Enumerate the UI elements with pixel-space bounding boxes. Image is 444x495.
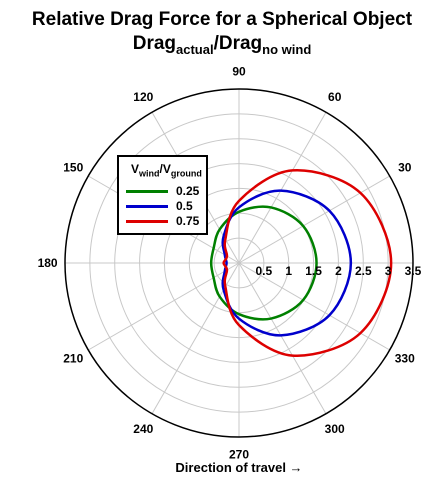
radius-label-3.5: 3.5 (405, 264, 422, 278)
spoke-330 (238, 262, 390, 351)
legend-title: Vwind/Vground (131, 162, 202, 178)
grid-ring-3 (89, 113, 389, 413)
angle-label-300: 300 (325, 422, 345, 436)
grid-ring-0.5 (213, 237, 265, 289)
spoke-60 (238, 112, 327, 264)
subtitle-sub-actual: actual (176, 41, 214, 57)
legend-swatch-0.75 (126, 220, 168, 223)
legend-label-0.5: 0.5 (176, 199, 193, 213)
subtitle-sub-no-wind: no wind (262, 41, 312, 57)
legend-swatch-0.25 (126, 190, 168, 193)
angle-label-60: 60 (328, 90, 342, 104)
x-axis-caption: Direction of travel → (175, 460, 303, 475)
legend-swatch-0.5 (126, 205, 168, 208)
angle-label-90: 90 (232, 65, 246, 79)
angle-label-240: 240 (133, 422, 153, 436)
legend: Vwind/Vground 0.25 0.5 0.75 (117, 155, 208, 235)
subtitle-separator: /Drag (213, 33, 263, 54)
chart-subtitle: Dragactual/Dragno wind (0, 33, 444, 57)
angle-label-180: 180 (38, 256, 58, 270)
legend-label-0.75: 0.75 (176, 214, 200, 228)
legend-title-sub-ground: ground (170, 168, 202, 179)
radius-label-2.5: 2.5 (355, 264, 372, 278)
radius-label-0.5: 0.5 (256, 264, 273, 278)
spoke-300 (238, 262, 327, 414)
series-layer (209, 169, 393, 357)
series-line-0.75 (222, 169, 393, 357)
legend-title-separator: /V (159, 162, 171, 176)
grid-ring-2.5 (114, 138, 364, 388)
angle-label-330: 330 (395, 352, 415, 366)
spoke-30 (238, 175, 390, 264)
angle-label-270: 270 (229, 447, 249, 461)
legend-title-main: V (131, 162, 140, 176)
angle-label-120: 120 (133, 90, 153, 104)
radius-label-3: 3 (385, 264, 392, 278)
outer-ring (64, 88, 414, 438)
angle-label-210: 210 (63, 352, 83, 366)
radius-label-1.5: 1.5 (305, 264, 322, 278)
angle-label-150: 150 (63, 160, 83, 174)
chart-title: Relative Drag Force for a Spherical Obje… (31, 9, 413, 30)
grid-ring-1 (188, 212, 290, 314)
legend-label-0.25: 0.25 (176, 184, 200, 198)
legend-title-sub-wind: wind (139, 168, 160, 179)
angle-label-30: 30 (398, 160, 412, 174)
subtitle-main: Drag (132, 33, 177, 54)
series-line-0.5 (221, 189, 353, 337)
tick-labels: 30 60 90 120 150 180 210 240 270 300 330 0.5 1 1.5 2 2.… (38, 65, 422, 462)
grid-ring-1.5 (163, 187, 315, 339)
series-line-0.25 (209, 205, 318, 321)
radius-label-1: 1 (285, 264, 292, 278)
grid-ring-2 (139, 163, 339, 363)
radius-label-2: 2 (335, 264, 342, 278)
grid (64, 88, 414, 438)
spoke-210 (88, 262, 240, 351)
